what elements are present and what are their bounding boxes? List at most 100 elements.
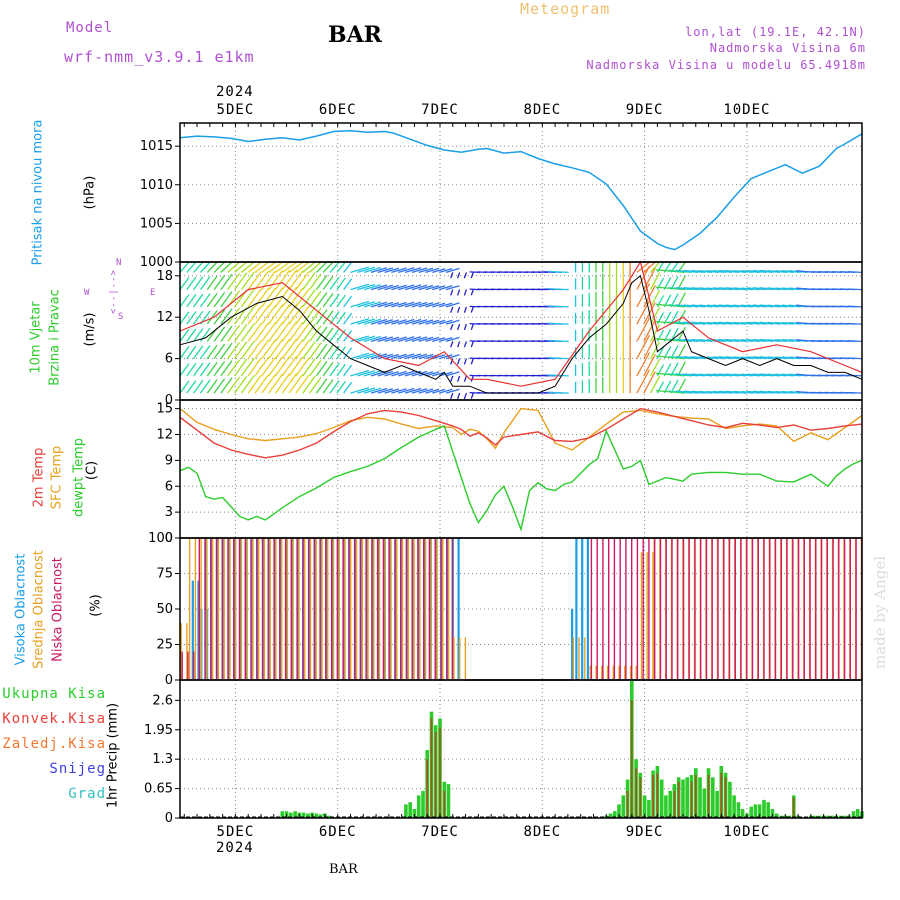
precip-total-bar (314, 813, 319, 818)
wind-arrow (213, 378, 226, 394)
wind-arrow (288, 339, 304, 359)
wind-arrow (411, 284, 428, 291)
wind-arrow (179, 346, 190, 359)
wind-arrow (288, 322, 304, 342)
wind-arrow (322, 310, 334, 325)
wind-arrow (199, 379, 211, 394)
legend-snow: Snijeg (49, 761, 106, 777)
wind-arrow (274, 338, 291, 359)
precip-unit: 1hr Precip (mm) (105, 702, 121, 809)
wind-arrow (636, 283, 651, 308)
wind-arrow (357, 301, 376, 308)
wind-arrow (240, 289, 255, 308)
wind-arrow (247, 305, 262, 325)
wind-arrow (329, 293, 340, 308)
pressure-unit: (hPa) (82, 175, 98, 210)
wind-arrow (456, 392, 461, 400)
wind-arrow (391, 388, 407, 394)
wind-arrow (240, 306, 255, 325)
wind-arrow (418, 353, 434, 360)
y-tick-label: 12 (156, 310, 173, 325)
wind-arrow (377, 336, 394, 343)
wind-arrow (377, 370, 394, 377)
wind-arrow (193, 379, 204, 394)
wind-arrow (329, 362, 340, 377)
temp-unit: (C) (84, 460, 100, 481)
wind-arrow (425, 371, 440, 377)
wind-arrow (377, 267, 394, 274)
wind-arrow (432, 371, 446, 377)
wind-arrow (240, 323, 255, 342)
wind-arrow (213, 309, 226, 325)
precip-total-bar (327, 815, 331, 818)
cloud-high-label: Visoka Oblacnost (13, 553, 29, 666)
wind-arrow (193, 328, 204, 342)
sfc-label: SFC Temp (49, 445, 65, 510)
wind-arrow (432, 319, 446, 325)
wind-arrow (549, 270, 569, 274)
precip-total-bar (664, 795, 668, 818)
y-tick-label: 18 (156, 269, 173, 284)
wind-arrow (199, 362, 211, 377)
precip-total-bar (813, 815, 817, 818)
wind-arrow (357, 335, 376, 343)
y-tick-label: 1010 (140, 178, 173, 193)
wind-arrow (261, 339, 277, 359)
wind-arrow (357, 352, 376, 360)
wind-arrow (240, 340, 255, 359)
wind-arrow (391, 370, 407, 377)
wind-arrow (391, 336, 407, 343)
wind-arrow (370, 318, 388, 325)
wind-arrow (254, 356, 270, 377)
wind-arrow (445, 371, 460, 377)
wind-arrow (439, 285, 453, 291)
wind-arrow (302, 375, 316, 394)
precip-total-bar (830, 815, 834, 818)
footer-station: BAR (329, 862, 358, 877)
wind-arrow (456, 375, 461, 382)
y-tick-label: 50 (156, 602, 173, 617)
precip-total-bar (408, 802, 412, 818)
wind-arrow (295, 305, 310, 325)
wind-arrow (281, 321, 298, 342)
wind-arrow (309, 261, 322, 273)
wind-arrow (650, 324, 661, 342)
wind-arrow (206, 344, 218, 359)
precip-conv-bar (439, 727, 441, 818)
precip-total-bar (318, 814, 323, 818)
precip-total-bar (715, 790, 719, 818)
wind-arrow (463, 289, 468, 296)
wind-arrow (227, 261, 240, 273)
wind-arrow (268, 269, 284, 290)
precip-total-bar (642, 795, 647, 818)
wind-arrow (220, 342, 233, 359)
wind-arrow (432, 285, 446, 291)
precip-total-bar (685, 777, 689, 818)
wind-arrow (650, 358, 661, 377)
precip-total-bar (404, 804, 408, 818)
wind-arrow (847, 374, 863, 377)
wind-arrow (220, 325, 233, 342)
precip-conv-bar (430, 718, 433, 818)
wind-arrow (450, 272, 454, 279)
wind-arrow (643, 284, 656, 308)
wind-arrow (357, 387, 376, 394)
precip-total-bar (608, 813, 613, 818)
wind-arrow (643, 336, 656, 359)
wind-arrow (336, 381, 346, 394)
wind-arrow (322, 379, 334, 394)
wind-arrow (643, 353, 656, 377)
wind-arrow (549, 374, 569, 377)
legend-frz: Zaledj.Kisa (2, 736, 106, 752)
wind-arrow (302, 358, 316, 377)
wind-arrow (445, 354, 460, 360)
wind-arrow (336, 294, 346, 308)
wind-arrow (234, 272, 248, 290)
wind-arrow (650, 375, 661, 394)
wind-arrow (470, 289, 474, 296)
wind-arrow (281, 372, 298, 394)
wind-arrow (350, 387, 370, 394)
y-tick-label: 12 (156, 428, 173, 443)
precip-conv-bar (724, 777, 727, 818)
wind-arrow (275, 261, 291, 273)
